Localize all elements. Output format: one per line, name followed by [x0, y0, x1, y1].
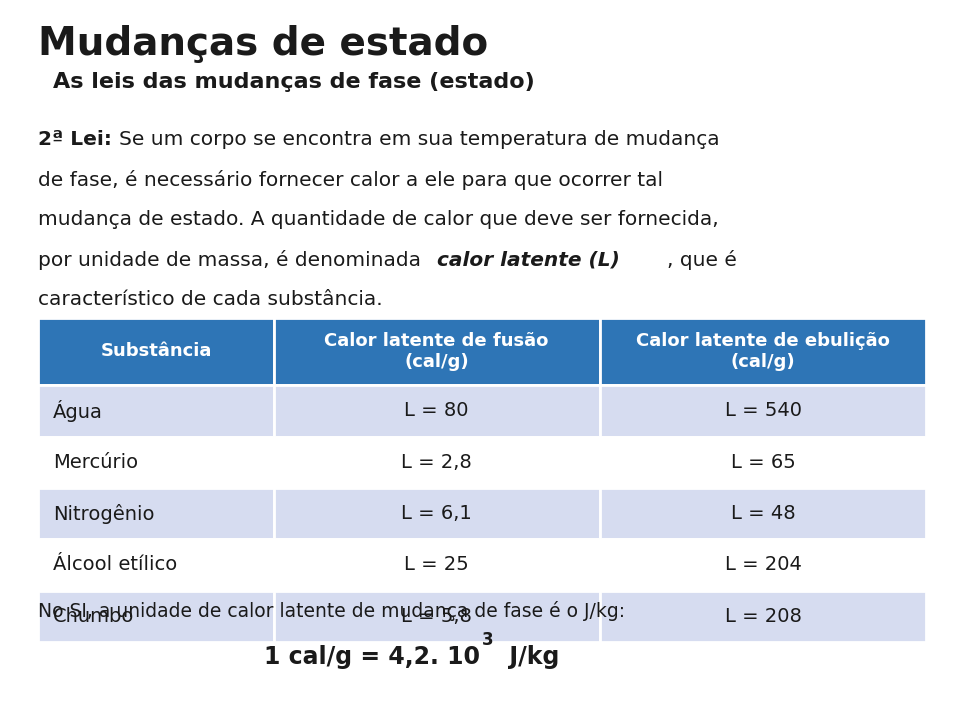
- Text: L = 6,1: L = 6,1: [401, 504, 472, 523]
- Text: J/kg: J/kg: [501, 645, 560, 669]
- Text: 3: 3: [482, 631, 493, 650]
- Text: Mudanças de estado: Mudanças de estado: [38, 25, 489, 63]
- Text: L = 208: L = 208: [725, 607, 802, 626]
- Bar: [600, 437, 926, 488]
- Bar: [274, 437, 600, 488]
- Text: de fase, é necessário fornecer calor a ele para que ocorrer tal: de fase, é necessário fornecer calor a e…: [38, 170, 663, 190]
- Text: No SI, a unidade de calor latente de mudança de fase é o J/kg:: No SI, a unidade de calor latente de mud…: [38, 601, 626, 621]
- Bar: [600, 385, 926, 437]
- Text: L = 80: L = 80: [404, 401, 468, 420]
- Text: 1 cal/g = 4,2. 10: 1 cal/g = 4,2. 10: [264, 645, 480, 669]
- Text: L = 540: L = 540: [725, 401, 802, 420]
- Text: As leis das mudanças de fase (estado): As leis das mudanças de fase (estado): [53, 72, 535, 91]
- Text: Calor latente de fusão
(cal/g): Calor latente de fusão (cal/g): [324, 332, 549, 371]
- Text: Nitrogênio: Nitrogênio: [53, 503, 155, 524]
- Bar: [274, 488, 600, 539]
- Bar: [600, 488, 926, 539]
- Bar: [274, 385, 600, 437]
- Bar: [600, 591, 926, 642]
- Bar: [38, 437, 274, 488]
- Text: L = 5,8: L = 5,8: [401, 607, 472, 626]
- Text: L = 25: L = 25: [404, 555, 469, 574]
- Text: calor latente (L): calor latente (L): [437, 250, 619, 269]
- Bar: [274, 318, 600, 385]
- Text: Se um corpo se encontra em sua temperatura de mudança: Se um corpo se encontra em sua temperatu…: [119, 130, 720, 149]
- Text: por unidade de massa, é denominada: por unidade de massa, é denominada: [38, 250, 428, 270]
- Text: Chumbo: Chumbo: [53, 607, 134, 626]
- Text: , que é: , que é: [667, 250, 737, 270]
- Text: Substância: Substância: [101, 342, 212, 361]
- Bar: [274, 591, 600, 642]
- Bar: [600, 318, 926, 385]
- Text: Álcool etílico: Álcool etílico: [53, 555, 177, 574]
- Bar: [38, 385, 274, 437]
- Text: mudança de estado. A quantidade de calor que deve ser fornecida,: mudança de estado. A quantidade de calor…: [38, 210, 719, 229]
- Text: L = 48: L = 48: [731, 504, 795, 523]
- Text: Água: Água: [53, 400, 103, 422]
- Bar: [600, 539, 926, 591]
- Text: L = 2,8: L = 2,8: [401, 453, 472, 472]
- Text: L = 65: L = 65: [731, 453, 796, 472]
- Text: 2ª Lei:: 2ª Lei:: [38, 130, 112, 149]
- Text: L = 204: L = 204: [725, 555, 802, 574]
- Bar: [38, 318, 274, 385]
- Bar: [38, 488, 274, 539]
- Bar: [38, 539, 274, 591]
- Bar: [38, 591, 274, 642]
- Text: característico de cada substância.: característico de cada substância.: [38, 290, 383, 309]
- Text: Calor latente de ebulição
(cal/g): Calor latente de ebulição (cal/g): [636, 332, 890, 371]
- Bar: [274, 539, 600, 591]
- Text: Mercúrio: Mercúrio: [53, 453, 138, 472]
